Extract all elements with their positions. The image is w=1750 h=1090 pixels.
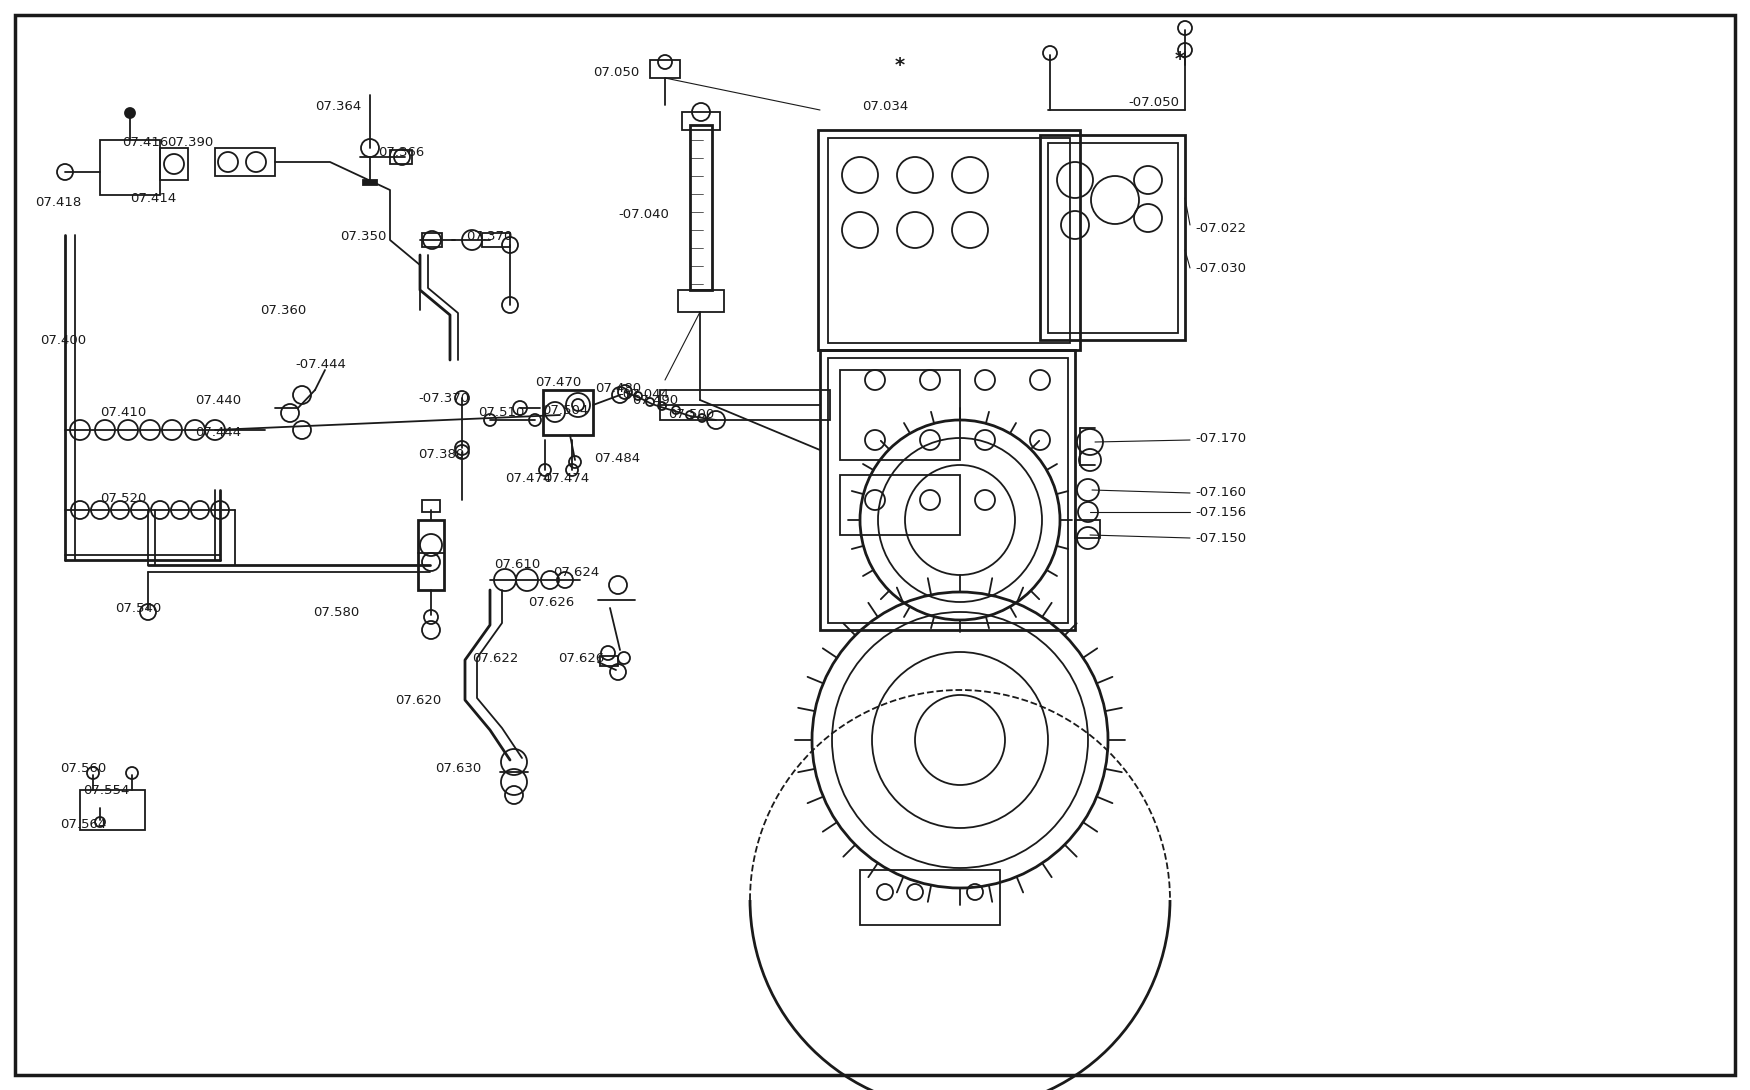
Text: 07.580: 07.580 (313, 606, 359, 618)
Bar (159, 148, 187, 180)
Text: 07.034: 07.034 (863, 100, 908, 113)
Text: 07.630: 07.630 (436, 762, 481, 775)
Text: 07.380: 07.380 (418, 448, 464, 461)
Bar (80, 790, 145, 829)
Text: 07.364: 07.364 (315, 100, 360, 113)
Text: 07.564: 07.564 (60, 819, 107, 832)
Text: 07.360: 07.360 (261, 303, 306, 316)
Bar (821, 350, 1074, 630)
Bar (600, 656, 618, 666)
Bar (677, 290, 724, 312)
Text: 07.510: 07.510 (478, 407, 525, 420)
Bar (390, 150, 411, 164)
Text: 07.624: 07.624 (553, 566, 598, 579)
Text: 07.050: 07.050 (593, 66, 639, 80)
Text: -07.170: -07.170 (1195, 432, 1246, 445)
Text: 07.400: 07.400 (40, 334, 86, 347)
Bar (362, 180, 376, 185)
Text: 07.440: 07.440 (194, 393, 242, 407)
Bar (422, 233, 443, 247)
Bar (481, 233, 509, 247)
Text: 07.540: 07.540 (116, 602, 161, 615)
Text: 07.626: 07.626 (558, 652, 604, 665)
Text: 07.626: 07.626 (528, 596, 574, 609)
Text: 07.366: 07.366 (378, 146, 424, 159)
Bar (1074, 520, 1101, 538)
Bar (828, 358, 1068, 623)
Text: 07.414: 07.414 (130, 192, 177, 205)
Text: 07.410: 07.410 (100, 405, 147, 419)
Bar (542, 390, 593, 435)
Text: 07.484: 07.484 (593, 451, 640, 464)
Text: 07.620: 07.620 (396, 693, 441, 706)
Bar (859, 870, 999, 925)
Text: 07.500: 07.500 (668, 409, 714, 422)
Text: -07.370: -07.370 (418, 391, 469, 404)
Bar (649, 60, 681, 78)
Bar (828, 138, 1069, 343)
Text: 07.520: 07.520 (100, 492, 147, 505)
Bar (1048, 143, 1178, 334)
Text: -07.150: -07.150 (1195, 532, 1246, 545)
Text: 07.480: 07.480 (595, 382, 640, 395)
Bar (682, 112, 719, 130)
Text: 07.504: 07.504 (542, 403, 588, 416)
Text: *: * (894, 56, 905, 74)
Text: 07.416: 07.416 (123, 136, 168, 149)
Text: 07.470: 07.470 (536, 375, 581, 388)
Text: 07.444: 07.444 (194, 426, 242, 439)
Text: 07.554: 07.554 (82, 784, 130, 797)
Text: 07.560: 07.560 (60, 762, 107, 775)
Text: -07.156: -07.156 (1195, 507, 1246, 520)
Bar (418, 520, 444, 590)
Text: -07.022: -07.022 (1195, 221, 1246, 234)
Text: 07.390: 07.390 (166, 136, 214, 149)
Text: -07.040: -07.040 (618, 208, 668, 221)
Bar (100, 140, 159, 195)
Text: -07.030: -07.030 (1195, 262, 1246, 275)
Text: -07.050: -07.050 (1129, 97, 1180, 109)
Bar (660, 390, 830, 420)
Circle shape (124, 108, 135, 118)
Bar (422, 500, 439, 512)
Text: 07.490: 07.490 (632, 393, 679, 407)
Text: 07.370: 07.370 (466, 230, 513, 243)
Text: 07.474: 07.474 (506, 472, 551, 484)
Bar (690, 125, 712, 290)
Text: 07.610: 07.610 (493, 558, 541, 571)
Bar (817, 130, 1080, 350)
Bar (1040, 135, 1185, 340)
Text: 07.418: 07.418 (35, 195, 80, 208)
Bar (840, 475, 961, 535)
Bar (840, 370, 961, 460)
Text: -07.444: -07.444 (296, 359, 346, 372)
Bar (215, 148, 275, 175)
Text: 07.350: 07.350 (340, 230, 387, 243)
Text: *: * (1174, 50, 1185, 70)
Text: 07.622: 07.622 (473, 652, 518, 665)
Text: -07.160: -07.160 (1195, 486, 1246, 499)
Text: 07.474: 07.474 (542, 472, 590, 484)
Text: -07.044: -07.044 (618, 388, 668, 401)
